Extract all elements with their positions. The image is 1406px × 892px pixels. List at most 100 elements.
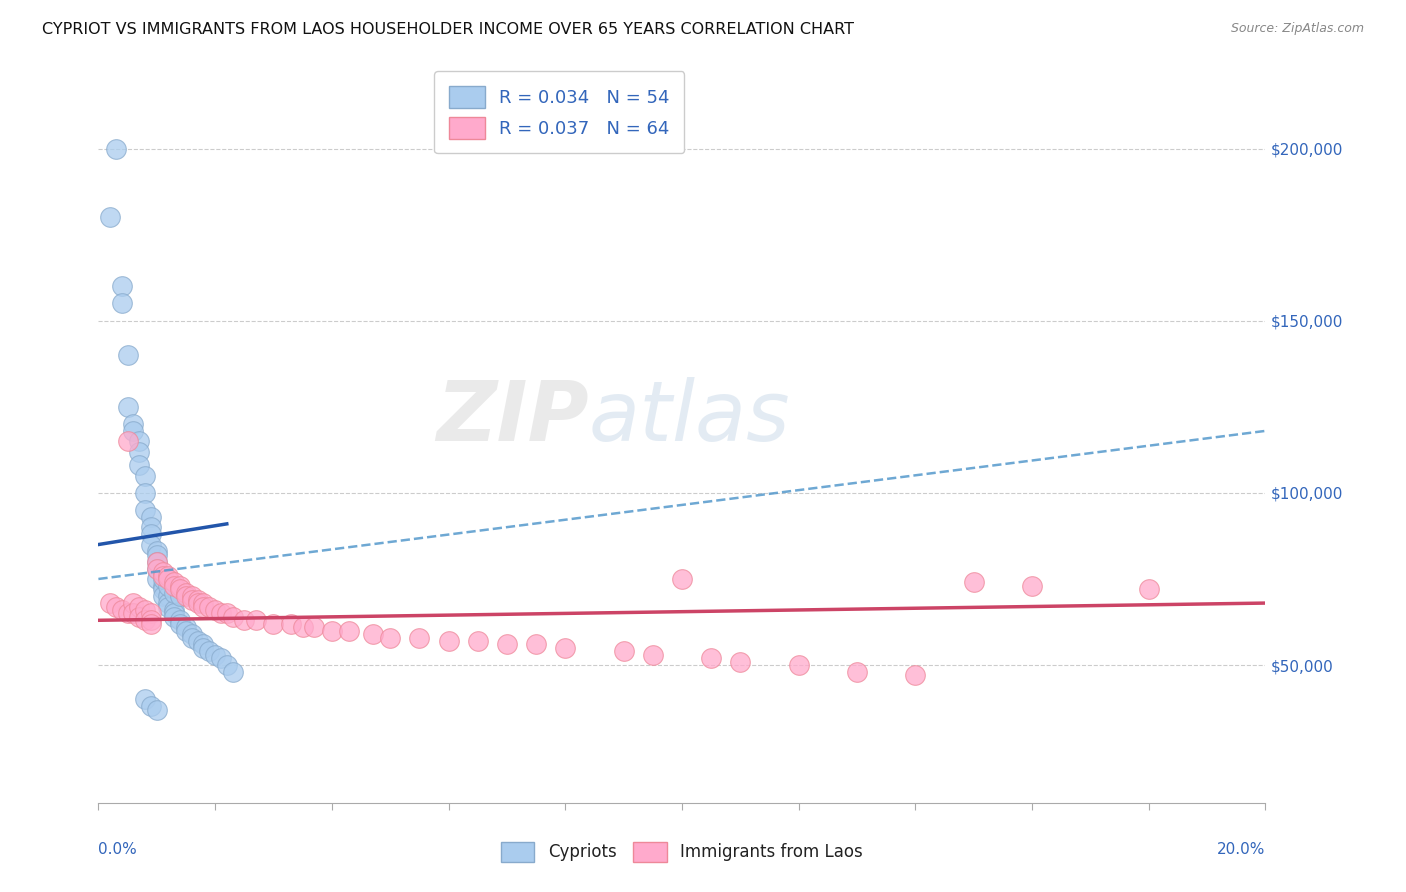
Point — [157, 572, 180, 586]
Point — [1021, 579, 1043, 593]
Point — [122, 424, 145, 438]
Point — [128, 610, 150, 624]
Point — [280, 616, 302, 631]
Point — [321, 624, 343, 638]
Point — [904, 668, 927, 682]
Point — [215, 607, 238, 621]
Point — [180, 631, 202, 645]
Point — [233, 613, 256, 627]
Point — [180, 589, 202, 603]
Point — [187, 592, 209, 607]
Point — [187, 634, 209, 648]
Point — [730, 655, 752, 669]
Point — [104, 142, 127, 156]
Point — [111, 279, 134, 293]
Text: CYPRIOT VS IMMIGRANTS FROM LAOS HOUSEHOLDER INCOME OVER 65 YEARS CORRELATION CHA: CYPRIOT VS IMMIGRANTS FROM LAOS HOUSEHOL… — [42, 22, 855, 37]
Point — [204, 648, 226, 662]
Point — [139, 699, 162, 714]
Point — [134, 468, 156, 483]
Point — [187, 596, 209, 610]
Text: ZIP: ZIP — [436, 377, 589, 458]
Point — [361, 627, 384, 641]
Point — [193, 596, 215, 610]
Point — [221, 665, 243, 679]
Point — [198, 644, 221, 658]
Point — [117, 434, 139, 449]
Point — [146, 561, 169, 575]
Text: Source: ZipAtlas.com: Source: ZipAtlas.com — [1230, 22, 1364, 36]
Point — [787, 658, 810, 673]
Point — [524, 637, 547, 651]
Point — [152, 579, 174, 593]
Point — [193, 637, 215, 651]
Point — [122, 596, 145, 610]
Point — [152, 568, 174, 582]
Point — [198, 599, 221, 614]
Point — [612, 644, 634, 658]
Point — [146, 555, 169, 569]
Point — [111, 603, 134, 617]
Point — [157, 589, 180, 603]
Point — [163, 610, 186, 624]
Point — [117, 348, 139, 362]
Point — [209, 607, 232, 621]
Point — [128, 434, 150, 449]
Point — [408, 631, 430, 645]
Point — [128, 444, 150, 458]
Point — [104, 599, 127, 614]
Point — [139, 616, 162, 631]
Point — [962, 575, 984, 590]
Point — [169, 616, 191, 631]
Point — [139, 510, 162, 524]
Point — [152, 572, 174, 586]
Point — [134, 692, 156, 706]
Point — [641, 648, 664, 662]
Point — [380, 631, 402, 645]
Point — [146, 703, 169, 717]
Point — [169, 613, 191, 627]
Point — [146, 572, 169, 586]
Point — [152, 582, 174, 597]
Point — [134, 486, 156, 500]
Text: 20.0%: 20.0% — [1218, 842, 1265, 856]
Point — [134, 603, 156, 617]
Point — [139, 613, 162, 627]
Point — [163, 586, 186, 600]
Point — [98, 596, 121, 610]
Point — [262, 616, 284, 631]
Point — [157, 579, 180, 593]
Point — [163, 579, 186, 593]
Point — [169, 579, 191, 593]
Point — [117, 607, 139, 621]
Point — [146, 544, 169, 558]
Text: atlas: atlas — [589, 377, 790, 458]
Point — [134, 613, 156, 627]
Point — [134, 503, 156, 517]
Point — [467, 634, 489, 648]
Point — [157, 568, 180, 582]
Point — [291, 620, 314, 634]
Point — [846, 665, 869, 679]
Point — [146, 555, 169, 569]
Point — [139, 607, 162, 621]
Point — [157, 596, 180, 610]
Point — [163, 575, 186, 590]
Point — [163, 603, 186, 617]
Point — [221, 610, 243, 624]
Point — [98, 211, 121, 225]
Point — [117, 400, 139, 414]
Point — [152, 589, 174, 603]
Point — [111, 296, 134, 310]
Point — [122, 417, 145, 431]
Point — [152, 565, 174, 579]
Point — [193, 599, 215, 614]
Point — [163, 607, 186, 621]
Point — [139, 527, 162, 541]
Point — [304, 620, 326, 634]
Point — [146, 548, 169, 562]
Point — [157, 599, 180, 614]
Point — [139, 537, 162, 551]
Point — [700, 651, 723, 665]
Point — [209, 651, 232, 665]
Point — [174, 624, 197, 638]
